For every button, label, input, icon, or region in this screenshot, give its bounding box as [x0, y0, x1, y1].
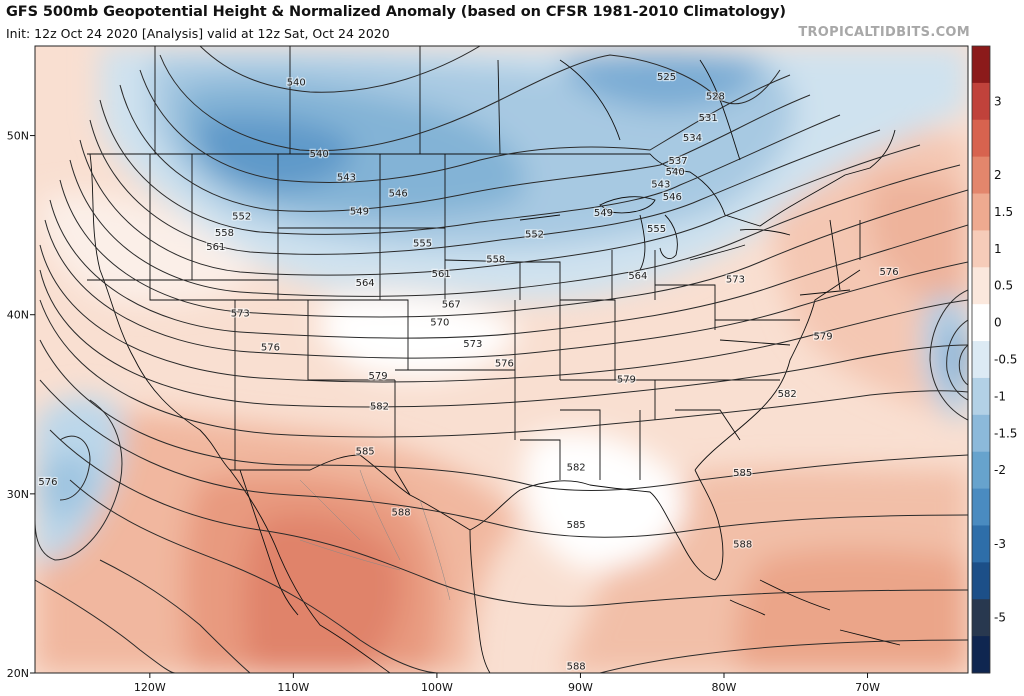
colorbar-label: -2: [994, 463, 1006, 477]
colorbar-swatch: [972, 341, 990, 379]
contour-label: 546: [663, 192, 682, 203]
colorbar-swatch: [972, 267, 990, 305]
colorbar-label: -3: [994, 537, 1006, 551]
colorbar-swatch: [972, 414, 990, 453]
colorbar: 3 2 1.5 1 0.5 0 -0.5 -1 -1.5 -2 -3 -5: [971, 45, 1017, 674]
colorbar-swatch: [972, 488, 990, 526]
contour-label: 552: [232, 212, 251, 223]
colorbar-label: 2: [994, 168, 1002, 182]
contour-label: 555: [647, 224, 666, 235]
contour-label: 525: [657, 72, 676, 83]
contour-label: 576: [880, 267, 899, 278]
colorbar-frame: [971, 45, 991, 674]
contour-label: 540: [287, 77, 306, 88]
contour-label: 585: [567, 520, 586, 531]
longitude-ticks: 120W 110W 100W 90W 80W 70W: [134, 673, 880, 694]
colorbar-label: -5: [994, 611, 1006, 625]
contour-label: 537: [669, 156, 688, 167]
contour-label: 540: [310, 149, 329, 160]
contour-label: 549: [594, 208, 613, 219]
contour-label: 573: [463, 339, 482, 350]
contour-label: 573: [726, 274, 745, 285]
colorbar-swatch: [972, 230, 990, 268]
contour-label: 564: [628, 271, 647, 282]
colorbar-swatch: [972, 562, 990, 600]
lat-tick-label: 20N: [7, 667, 29, 680]
colorbar-swatch: [972, 193, 990, 231]
contour-label: 576: [495, 359, 514, 370]
height-contours: [35, 46, 968, 673]
contour-label: 585: [356, 446, 375, 457]
colorbar-label: -1.5: [994, 426, 1017, 440]
lon-tick-label: 80W: [712, 681, 737, 694]
contour-label: 531: [699, 113, 718, 124]
contour-label: 570: [430, 317, 449, 328]
contour-label: 528: [706, 92, 725, 103]
contour-label: 555: [413, 239, 432, 250]
lon-tick-label: 70W: [855, 681, 880, 694]
contour-label: 582: [567, 462, 586, 473]
latitude-ticks: 50N 40N 30N 20N: [7, 130, 35, 680]
colorbar-swatch: [972, 377, 990, 416]
contour-label: 534: [683, 133, 702, 144]
contour-label: 576: [261, 342, 280, 353]
colorbar-label: 0: [994, 316, 1002, 330]
contour-label: 546: [389, 188, 408, 199]
contour-label: 561: [432, 269, 451, 280]
lon-tick-label: 120W: [134, 681, 166, 694]
lat-tick-label: 50N: [7, 130, 29, 143]
contour-label: 552: [525, 230, 544, 241]
contour-label: 564: [356, 278, 375, 289]
contour-label: 576: [38, 477, 57, 488]
contour-label: 582: [778, 389, 797, 400]
colorbar-swatch: [972, 156, 990, 195]
colorbar-label: 1.5: [994, 205, 1013, 219]
contour-label: 579: [369, 371, 388, 382]
colorbar-label: 3: [994, 94, 1002, 108]
colorbar-swatch: [972, 46, 990, 84]
colorbar-swatch: [972, 119, 990, 158]
page-title: GFS 500mb Geopotential Height & Normaliz…: [6, 4, 786, 20]
lon-tick-label: 100W: [421, 681, 453, 694]
contour-label: 543: [337, 172, 356, 183]
init-valid-subtitle: Init: 12z Oct 24 2020 [Analysis] valid a…: [6, 26, 390, 41]
contour-label: 561: [206, 242, 225, 253]
contour-label: 558: [215, 228, 234, 239]
lon-tick-label: 90W: [568, 681, 593, 694]
contour-label: 579: [617, 375, 636, 386]
anomaly-shading: [35, 46, 968, 673]
contour-label: 579: [813, 332, 832, 343]
contour-label: 588: [567, 661, 586, 672]
contour-label: 558: [486, 255, 505, 266]
colorbar-swatch: [972, 82, 990, 121]
contour-label: 573: [231, 308, 250, 319]
contour-label: 588: [391, 507, 410, 518]
lon-tick-label: 110W: [277, 681, 309, 694]
colorbar-label: 0.5: [994, 279, 1013, 293]
map-frame: [34, 45, 969, 674]
colorbar-swatch: [972, 304, 990, 342]
colorbar-swatch: [972, 636, 990, 674]
colorbar-swatch: [972, 599, 990, 637]
lat-tick-label: 30N: [7, 488, 29, 501]
contour-label: 549: [350, 206, 369, 217]
source-credit: TROPICALTIDBITS.COM: [798, 25, 970, 40]
colorbar-label: 1: [994, 242, 1002, 256]
colorbar-label: -1: [994, 389, 1006, 403]
contour-label: 582: [370, 402, 389, 413]
colorbar-swatch: [972, 525, 990, 563]
contour-label: 585: [733, 468, 752, 479]
contour-label: 543: [651, 179, 670, 190]
contour-label: 588: [733, 540, 752, 551]
colorbar-swatch: [972, 451, 990, 490]
lat-tick-label: 40N: [7, 309, 29, 322]
political-borders: [87, 46, 901, 673]
contour-label: 540: [666, 167, 685, 178]
contour-label: 567: [442, 299, 461, 310]
colorbar-label: -0.5: [994, 353, 1017, 367]
